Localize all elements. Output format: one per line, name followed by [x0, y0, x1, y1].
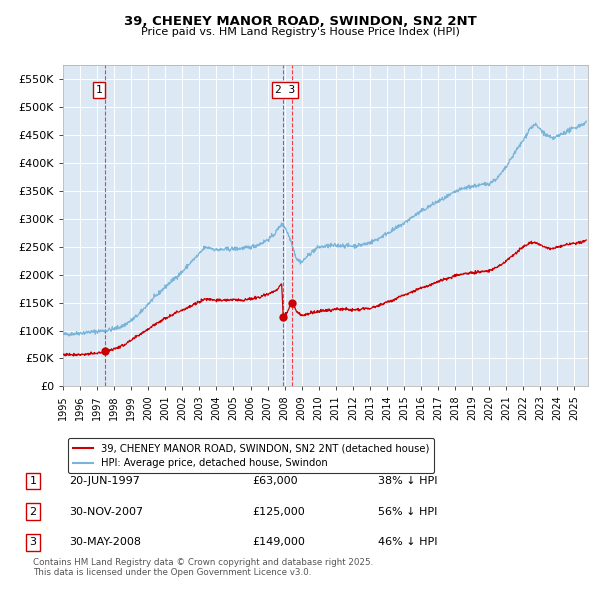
Text: 20-JUN-1997: 20-JUN-1997: [69, 476, 140, 486]
Text: 2 3: 2 3: [275, 85, 295, 95]
Text: 39, CHENEY MANOR ROAD, SWINDON, SN2 2NT: 39, CHENEY MANOR ROAD, SWINDON, SN2 2NT: [124, 15, 476, 28]
Text: 30-MAY-2008: 30-MAY-2008: [69, 537, 141, 547]
Text: 30-NOV-2007: 30-NOV-2007: [69, 507, 143, 516]
Text: 2: 2: [29, 507, 37, 516]
Text: 38% ↓ HPI: 38% ↓ HPI: [378, 476, 437, 486]
Text: Contains HM Land Registry data © Crown copyright and database right 2025.
This d: Contains HM Land Registry data © Crown c…: [33, 558, 373, 577]
Text: 3: 3: [29, 537, 37, 547]
Text: £149,000: £149,000: [252, 537, 305, 547]
Text: 1: 1: [29, 476, 37, 486]
Legend: 39, CHENEY MANOR ROAD, SWINDON, SN2 2NT (detached house), HPI: Average price, de: 39, CHENEY MANOR ROAD, SWINDON, SN2 2NT …: [68, 438, 434, 473]
Text: 1: 1: [96, 85, 103, 95]
Text: Price paid vs. HM Land Registry's House Price Index (HPI): Price paid vs. HM Land Registry's House …: [140, 27, 460, 37]
Text: 56% ↓ HPI: 56% ↓ HPI: [378, 507, 437, 516]
Text: 46% ↓ HPI: 46% ↓ HPI: [378, 537, 437, 547]
Text: £63,000: £63,000: [252, 476, 298, 486]
Text: £125,000: £125,000: [252, 507, 305, 516]
